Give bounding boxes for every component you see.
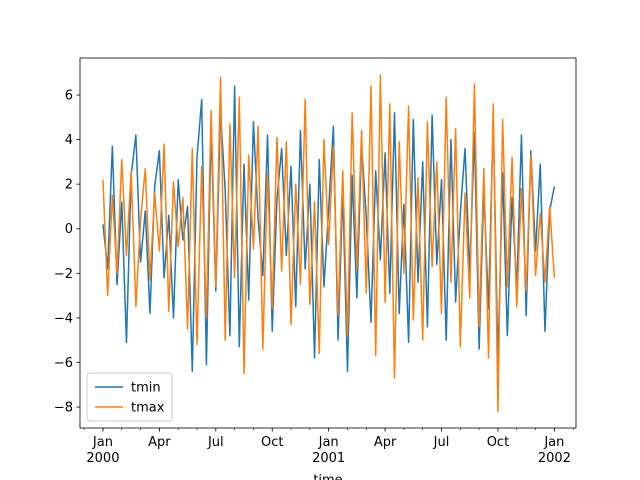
y-tick-label: −8 <box>54 401 73 416</box>
y-tick-label: −2 <box>54 267 73 282</box>
y-tick-label: 6 <box>65 89 73 104</box>
x-tick-label: Jan 2001 <box>312 435 345 466</box>
x-tick-label: Oct <box>261 435 283 450</box>
x-tick-label: Oct <box>487 435 509 450</box>
x-tick-label: Jan 2002 <box>538 435 571 466</box>
line-series <box>102 74 556 413</box>
legend-label: tmax <box>131 401 165 416</box>
legend-box <box>86 372 173 422</box>
x-tick-label: Jan 2000 <box>86 435 119 466</box>
legend-label: tmin <box>131 381 161 396</box>
x-tick-label: Jul <box>207 435 224 450</box>
x-tick-label: Apr <box>148 435 171 450</box>
y-tick-label: 4 <box>65 133 73 148</box>
x-tick-label: Apr <box>374 435 397 450</box>
y-tick-label: 2 <box>65 178 73 193</box>
line-series <box>102 85 556 373</box>
y-tick-label: −6 <box>54 356 73 371</box>
legend: tmin tmax <box>86 372 173 422</box>
axes-frame <box>79 57 577 429</box>
y-tick-label: −4 <box>54 311 73 326</box>
y-tick-label: 0 <box>65 222 73 237</box>
x-tick-label: Jul <box>433 435 450 450</box>
x-axis-label: time <box>313 473 342 480</box>
